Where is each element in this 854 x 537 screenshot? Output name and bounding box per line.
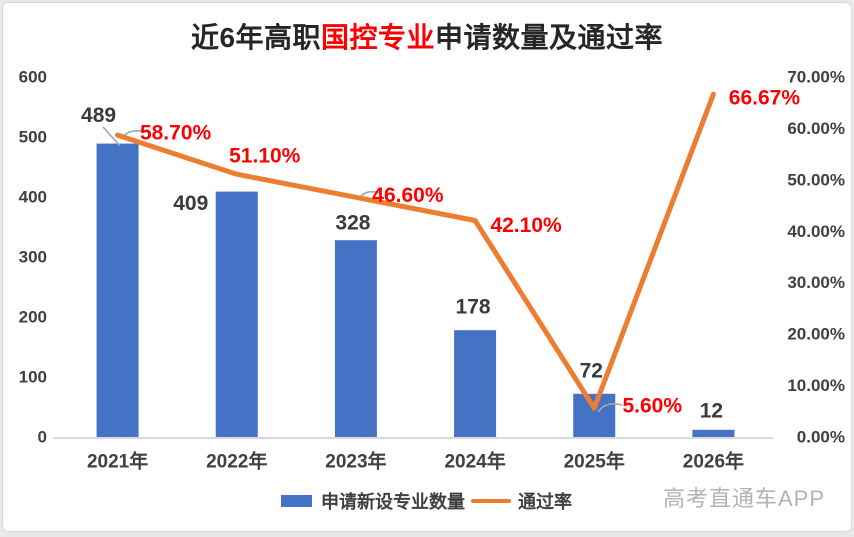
bar-2022年 [216,192,258,437]
x-axis-label: 2021年 [87,450,148,473]
pass-rate-label: 66.67% [729,87,801,110]
left-axis-tick: 100 [19,368,47,387]
left-axis-tick: 400 [19,188,47,207]
legend-line-label: 通过率 [518,488,572,514]
bar-2026年 [692,430,734,437]
left-axis-tick: 0 [38,428,47,447]
left-axis-tick: 200 [19,308,47,327]
x-axis-label: 2024年 [444,450,505,473]
right-axis-tick: 70.00% [787,68,845,87]
right-axis-tick: 0.00% [797,428,845,447]
x-axis-label: 2025年 [564,450,625,473]
bar-value-label: 409 [173,192,208,215]
bar-value-label: 12 [700,399,723,422]
x-axis-label: 2023年 [325,450,386,473]
x-axis-label: 2026年 [683,450,744,473]
bar-2025年 [573,394,615,437]
x-axis-label: 2022年 [206,450,267,473]
chart-title: 近6年高职国控专业申请数量及通过率 [3,16,851,56]
right-axis-tick: 50.00% [787,170,845,189]
left-axis-tick: 500 [19,128,47,147]
left-axis-tick: 300 [19,248,47,267]
bar-2023年 [335,240,377,437]
right-axis-tick: 40.00% [787,222,845,241]
right-axis-tick: 10.00% [787,376,845,395]
right-axis-tick: 20.00% [787,325,845,344]
combo-chart-canvas: 600 500 400 300 200 100 0 70.00% 60.00% 50.00% 40.… [3,3,854,537]
watermark: 高考直通车APP [663,481,825,513]
bar-value-label: 178 [456,296,491,319]
bar-value-label: 72 [580,359,603,382]
title-highlight: 国控专业 [321,22,435,53]
legend-line-swatch-icon [471,499,511,503]
chart-legend: 申请新设专业数量 通过率 [281,490,572,512]
left-axis-tick: 600 [19,68,47,87]
legend-bar-label: 申请新设专业数量 [321,488,465,514]
pass-rate-label: 51.10% [229,145,301,168]
pass-rate-label: 42.10% [490,214,562,237]
pass-rate-label: 58.70% [140,122,212,145]
legend-bar-swatch-icon [281,495,312,507]
title-text-left: 近6年高职 [191,22,321,53]
bar-2024年 [454,330,496,437]
pass-rate-label: 5.60% [622,395,682,418]
bar-value-label: 328 [335,212,370,235]
right-axis-tick: 60.00% [787,119,845,138]
bar-2021年 [97,144,139,437]
bar-value-label: 489 [81,104,116,127]
pass-rate-label: 46.60% [372,184,444,207]
right-axis-tick: 30.00% [787,273,845,292]
title-text-right: 申请数量及通过率 [435,22,663,53]
